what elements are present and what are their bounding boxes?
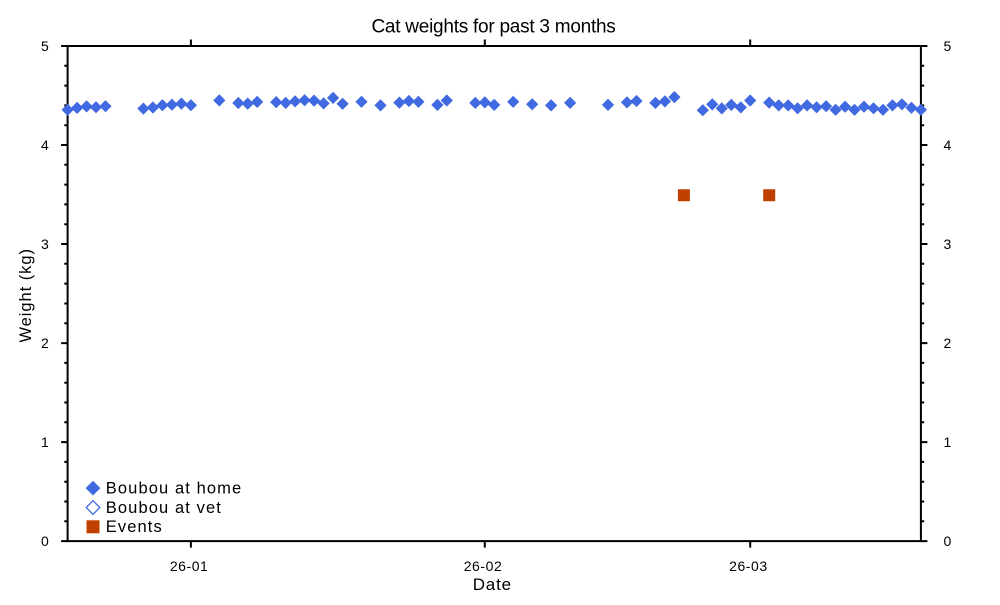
svg-text:0: 0 xyxy=(41,533,49,549)
svg-text:Boubou at vet: Boubou at vet xyxy=(106,499,222,517)
svg-text:1: 1 xyxy=(41,434,49,450)
svg-text:Cat weights for past 3 months: Cat weights for past 3 months xyxy=(371,17,615,38)
svg-text:26-01: 26-01 xyxy=(170,558,209,574)
svg-text:26-02: 26-02 xyxy=(464,558,503,574)
svg-text:4: 4 xyxy=(41,137,49,153)
svg-text:26-03: 26-03 xyxy=(729,558,768,574)
svg-text:2: 2 xyxy=(41,335,49,351)
svg-text:3: 3 xyxy=(944,236,952,252)
svg-text:4: 4 xyxy=(944,137,952,153)
svg-text:5: 5 xyxy=(944,38,952,54)
svg-text:1: 1 xyxy=(944,434,952,450)
svg-text:0: 0 xyxy=(944,533,952,549)
svg-text:Events: Events xyxy=(106,518,163,536)
svg-text:5: 5 xyxy=(41,38,49,54)
svg-text:Weight (kg): Weight (kg) xyxy=(17,248,35,343)
svg-text:Boubou at home: Boubou at home xyxy=(106,479,243,497)
svg-text:2: 2 xyxy=(944,335,952,351)
svg-text:Date: Date xyxy=(473,575,512,594)
svg-text:3: 3 xyxy=(41,236,49,252)
